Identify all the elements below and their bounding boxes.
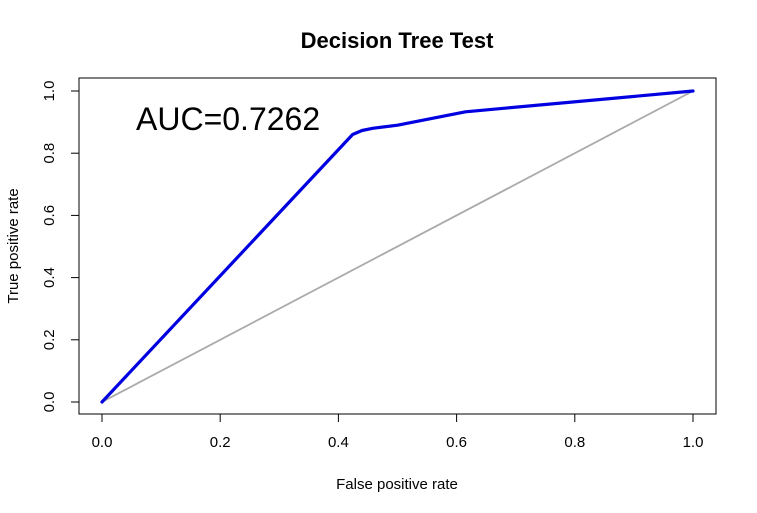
x-axis: 0.0 0.2 0.4 0.6 0.8 1.0: [92, 413, 704, 451]
y-tick-label: 0.8: [41, 143, 58, 164]
x-tick-label: 1.0: [683, 434, 704, 451]
y-tick-label: 0.6: [41, 205, 58, 226]
y-tick-label: 0.2: [41, 329, 58, 350]
reference-diagonal-line: [101, 90, 694, 403]
y-tick-label: 0.4: [41, 267, 58, 288]
chart-title: Decision Tree Test: [301, 28, 494, 53]
series-layer: [100, 89, 695, 404]
x-axis-label: False positive rate: [336, 476, 458, 493]
x-tick-label: 0.4: [328, 434, 349, 451]
x-tick-label: 0.8: [564, 434, 585, 451]
y-tick-label: 1.0: [41, 81, 58, 102]
x-tick-label: 0.2: [210, 434, 231, 451]
y-axis-label: True positive rate: [5, 188, 22, 303]
roc-curve-line: [100, 89, 695, 404]
auc-annotation: AUC=0.7262: [136, 101, 320, 137]
x-tick-label: 0.6: [446, 434, 467, 451]
y-tick-label: 0.0: [41, 392, 58, 413]
y-axis: 0.0 0.2 0.4 0.6 0.8 1.0: [41, 81, 80, 413]
x-tick-label: 0.0: [92, 434, 113, 451]
